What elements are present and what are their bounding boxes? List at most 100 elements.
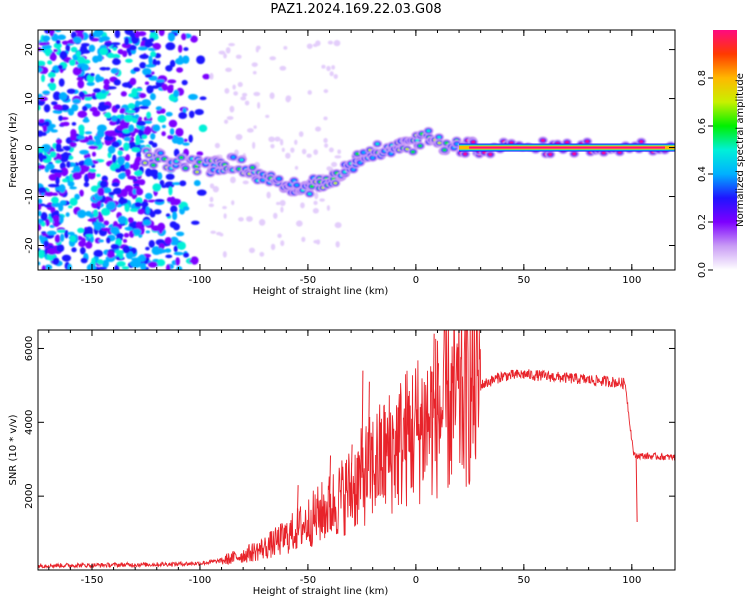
trace-core (151, 163, 156, 167)
trace-core (410, 150, 415, 154)
noise-blob (80, 257, 88, 264)
noise-blob (81, 164, 90, 173)
faint-blob (315, 40, 321, 47)
faint-blob (319, 198, 325, 202)
noise-blob (110, 68, 119, 74)
noise-blob (38, 41, 49, 46)
trace-core (361, 151, 366, 154)
noise-blob (89, 168, 97, 173)
faint-blob (280, 240, 285, 247)
noise-blob (77, 56, 86, 64)
noise-blob (125, 154, 131, 162)
noise-blob (155, 79, 165, 83)
faint-blob (333, 74, 338, 79)
noise-blob (67, 108, 75, 116)
noise-blob (178, 111, 188, 119)
noise-blob (114, 168, 122, 173)
faint-blob (307, 90, 312, 95)
snr-spike (350, 444, 353, 489)
noise-blob (145, 206, 150, 215)
faint-blob (235, 54, 242, 59)
noise-blob (62, 121, 70, 127)
faint-blob (246, 216, 253, 222)
noise-blob (85, 234, 94, 238)
noise-blob (88, 33, 94, 41)
noise-blob (137, 46, 148, 51)
noise-blob (122, 238, 128, 243)
noise-blob (49, 123, 56, 129)
noise-blob (67, 205, 73, 209)
noise-blob (79, 149, 89, 155)
trace-core (231, 155, 236, 159)
noise-blob (128, 141, 137, 150)
faint-blob (323, 138, 328, 143)
plot-frame (37, 29, 676, 271)
noise-blob (116, 261, 126, 267)
snr-panel: -150 -100 -50 0 50 100 2000 4000 6000 Height of s… (8, 329, 676, 597)
noise-blob (40, 212, 48, 221)
faint-blob (268, 136, 275, 143)
noise-blob (101, 259, 110, 268)
faint-blob (224, 119, 229, 124)
noise-blob (62, 178, 69, 183)
noise-blob (94, 30, 104, 37)
noise-blob (77, 209, 87, 219)
noise-blob (56, 244, 65, 253)
noise-blob (137, 208, 145, 215)
faint-blob (313, 200, 318, 206)
noise-blob (53, 49, 58, 53)
noise-blob (105, 67, 111, 71)
noise-blob (169, 128, 175, 135)
faint-blob (253, 91, 261, 97)
faint-blob (274, 136, 281, 142)
noise-blob (164, 237, 172, 245)
noise-blob (57, 64, 64, 70)
noise-blob (38, 223, 42, 231)
faint-blob (225, 67, 232, 73)
noise-blob (69, 235, 77, 243)
noise-blob (88, 44, 96, 53)
noise-blob (92, 209, 99, 218)
noise-blob (164, 248, 172, 253)
faint-blob (294, 139, 298, 145)
noise-blob (131, 117, 139, 124)
noise-blob (115, 233, 124, 239)
faint-blob (223, 213, 227, 219)
noise-blob (139, 62, 147, 69)
noise-blob (40, 74, 46, 83)
noise-blob (42, 90, 51, 95)
noise-blob (135, 100, 140, 108)
noise-blob (181, 33, 187, 41)
noise-blob (88, 145, 99, 150)
faint-blob (252, 141, 256, 149)
noise-blob (142, 219, 152, 226)
noise-blob (56, 110, 62, 114)
noise-blob (85, 241, 93, 249)
faint-blob (298, 131, 304, 137)
faint-blob (337, 149, 341, 154)
noise-blob (52, 215, 60, 224)
noise-blob (55, 30, 62, 33)
trace-core (355, 152, 360, 156)
y-tick-label: 20 (24, 43, 35, 56)
noise-blob (107, 145, 116, 154)
noise-blob (165, 65, 173, 72)
noise-blob (176, 266, 183, 270)
faint-blob (313, 149, 319, 155)
noise-blob (173, 89, 180, 98)
faint-blob (312, 208, 319, 214)
noise-blob (50, 77, 55, 84)
noise-blob (194, 109, 204, 116)
noise-blob (104, 42, 113, 47)
trace-core (488, 153, 493, 156)
noise-blob (183, 47, 189, 52)
faint-blob (235, 134, 243, 141)
faint-blob (301, 236, 306, 242)
noise-blob (131, 88, 138, 97)
noise-blob (139, 54, 149, 60)
noise-blob (190, 256, 199, 265)
noise-blob (135, 88, 143, 92)
noise-blob (131, 260, 142, 268)
noise-blob (145, 246, 150, 251)
